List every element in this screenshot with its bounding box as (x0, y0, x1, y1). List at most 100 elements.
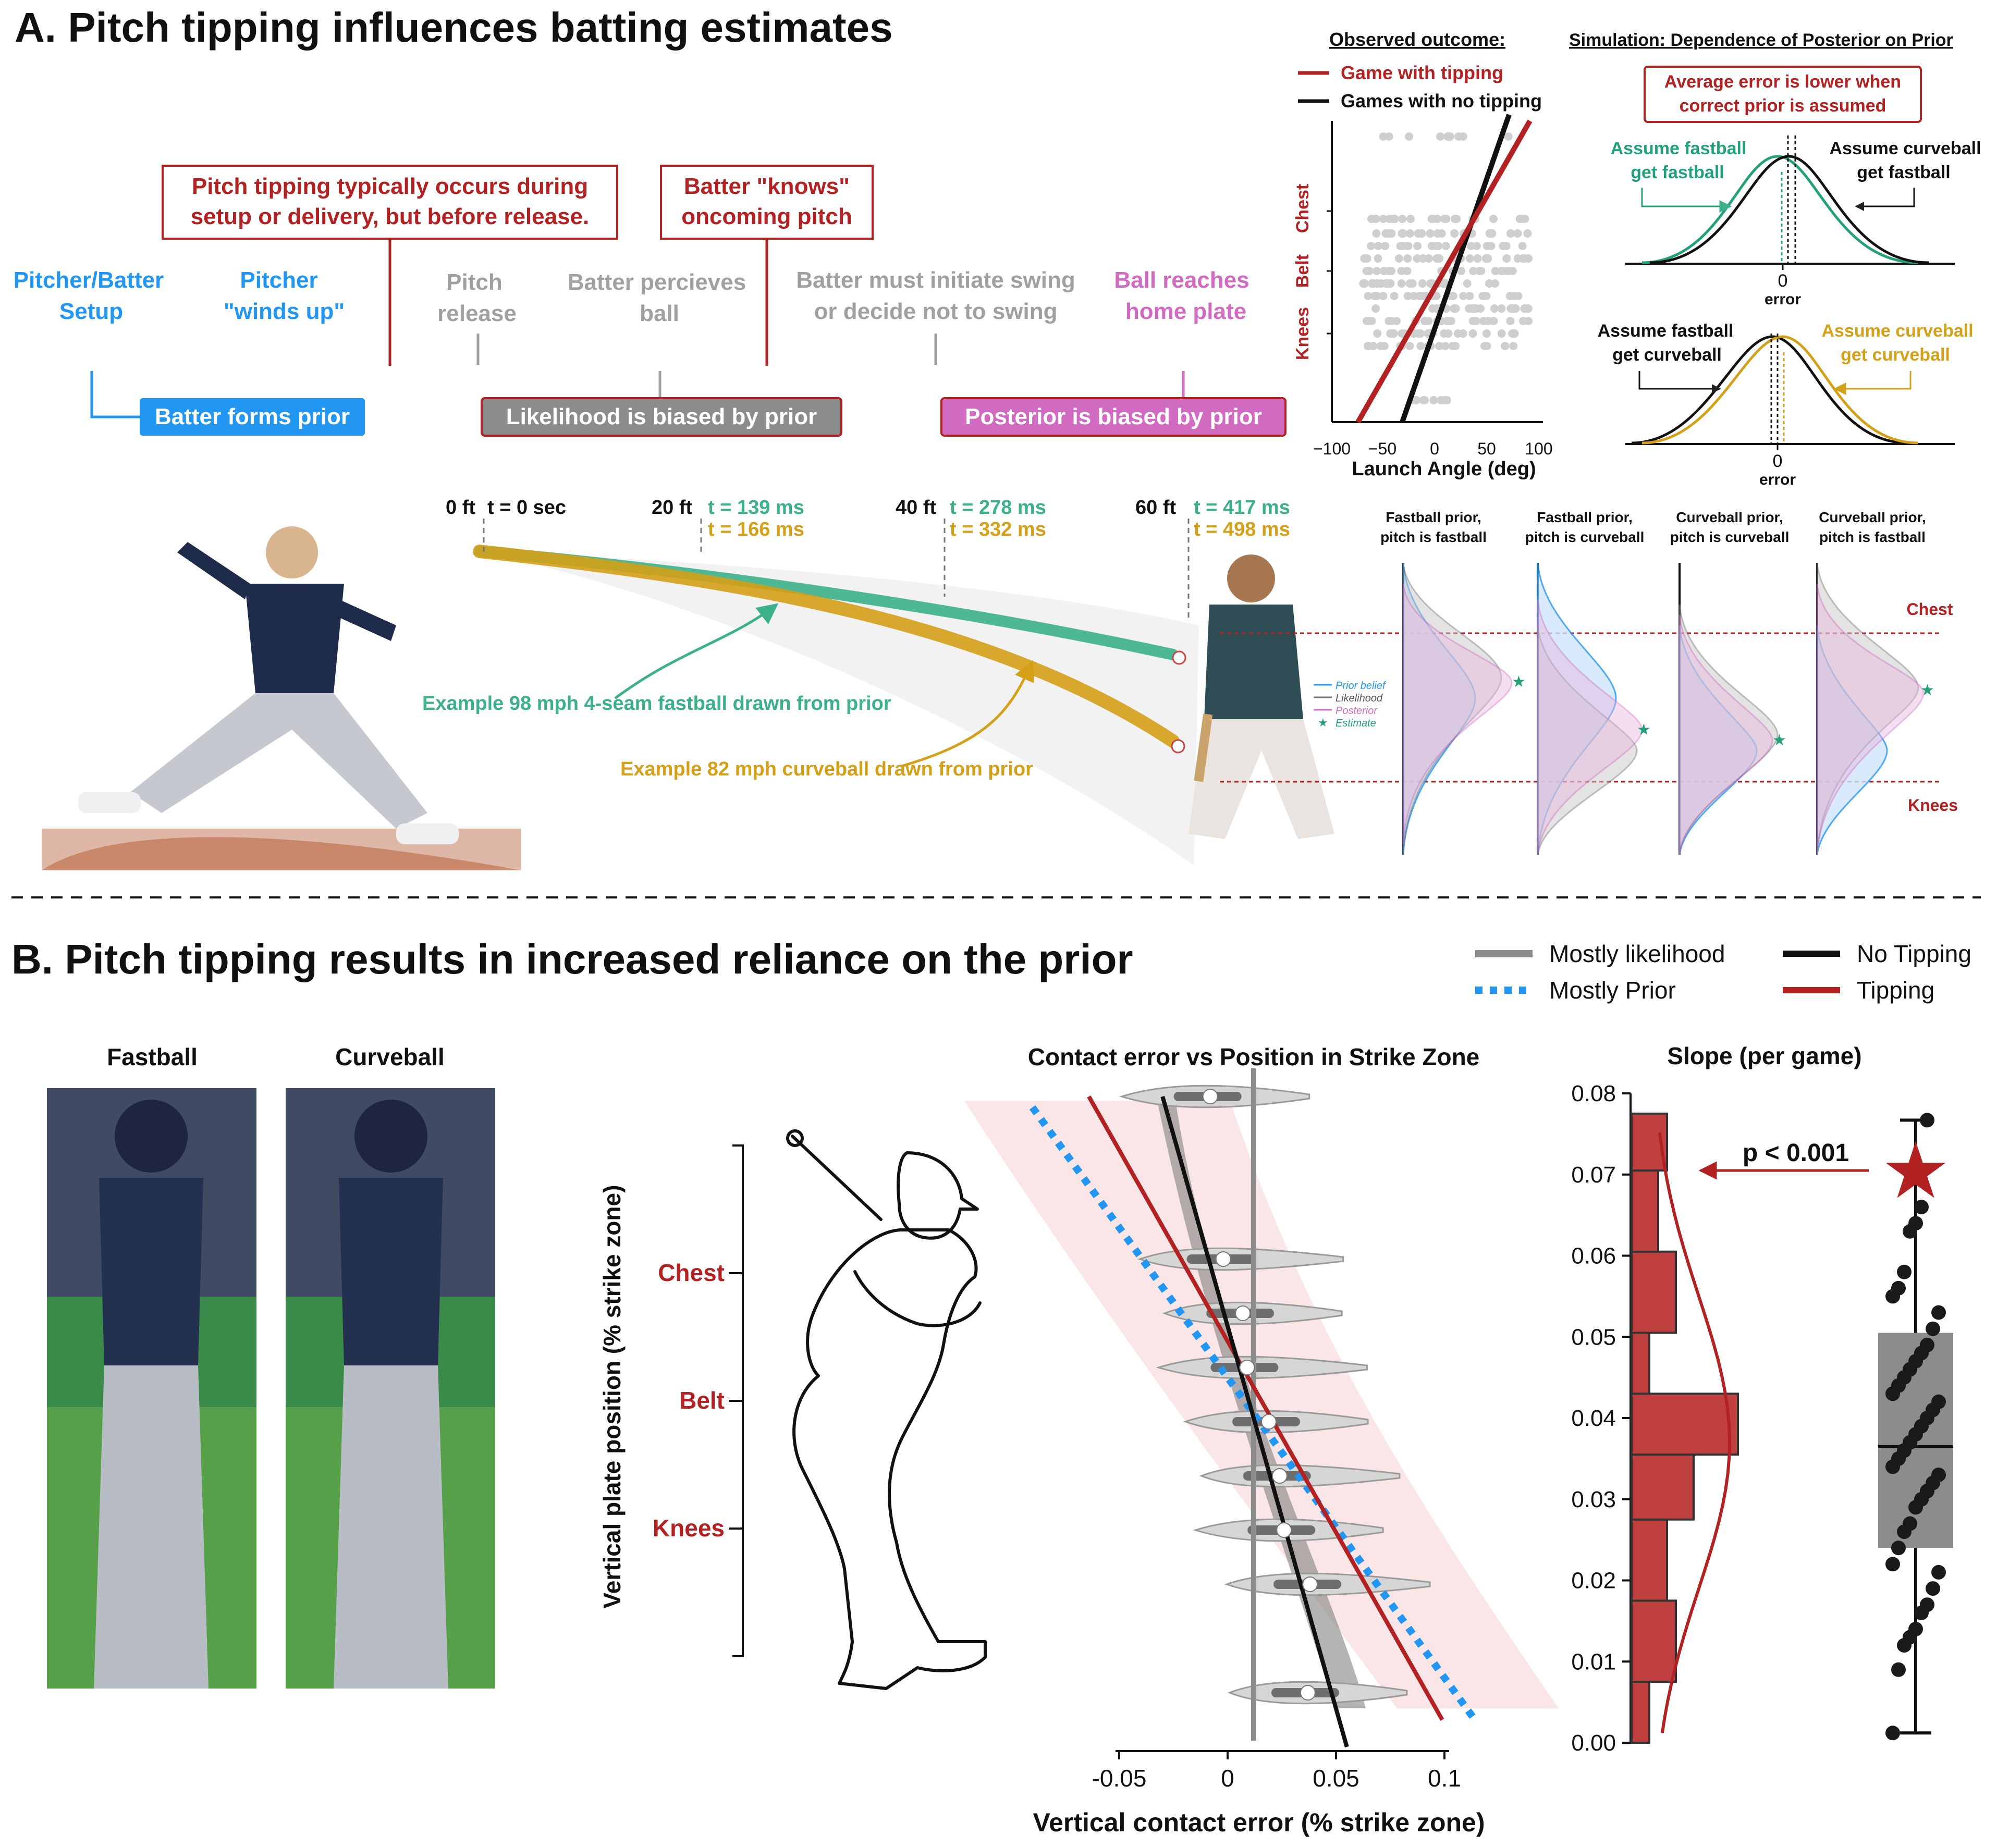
observed-dot (1463, 279, 1472, 288)
observed-xtick-5: 100 (1525, 439, 1552, 458)
slope-point (1885, 1726, 1900, 1741)
dist-legend-posterior: Posterior (1336, 705, 1378, 717)
observed-dot (1469, 267, 1478, 275)
observed-dot (1390, 292, 1399, 300)
observed-dot (1489, 215, 1498, 223)
slope-point (1926, 1581, 1940, 1596)
slope-y-tick-label: 0.08 (1571, 1081, 1616, 1106)
timeline-label-perceive-2: ball (640, 301, 679, 326)
observed-dot (1371, 304, 1380, 313)
observed-dot (1412, 396, 1420, 404)
slope-density-curve (1658, 1132, 1732, 1733)
distribution-panels: Chest Knees Fastball prior, pitch is fas… (1220, 509, 1958, 855)
sim-bottom-black-curve (1631, 335, 1908, 445)
slope-point (1931, 1394, 1946, 1409)
photo-curveball: Curveball (286, 1043, 495, 1689)
observed-dot (1518, 242, 1527, 250)
observed-dot (1392, 317, 1401, 325)
slope-point (1920, 1337, 1934, 1352)
stage-box-likelihood: Likelihood is biased by prior (481, 397, 842, 437)
observed-dot (1448, 342, 1457, 350)
observed-dot (1453, 329, 1462, 338)
observed-heading: Observed outcome: (1329, 29, 1505, 50)
slope-point (1891, 1541, 1906, 1556)
contact-x-ticks: -0.05 0 0.05 0.1 (1092, 1751, 1461, 1792)
contact-error-title: Contact error vs Position in Strike Zone (1028, 1043, 1480, 1070)
observed-dot (1509, 342, 1518, 350)
zone-label-knees: Knees (653, 1514, 725, 1542)
dist-legend-estimate: Estimate (1336, 718, 1376, 729)
slope-point (1885, 1557, 1900, 1572)
observed-dot (1420, 317, 1429, 325)
observed-dot (1479, 317, 1488, 325)
observed-dot (1441, 242, 1450, 250)
observed-dot (1364, 342, 1373, 350)
observed-outcome-plot: Observed outcome: Game with tipping Game… (1293, 29, 1553, 480)
observed-dot (1360, 279, 1369, 288)
observed-dot (1437, 229, 1446, 238)
observed-dot (1506, 317, 1515, 325)
observed-dot (1374, 254, 1382, 263)
observed-dot (1390, 215, 1399, 223)
observed-ytick-belt: Belt (1293, 254, 1313, 288)
observed-dot (1467, 242, 1475, 250)
observed-dot (1373, 267, 1381, 275)
p-value-annotation: p < 0.001 (1743, 1139, 1849, 1167)
timeline-label-release-1: Pitch (446, 269, 503, 295)
observed-dot (1403, 267, 1412, 275)
observed-dot (1468, 329, 1477, 338)
observed-dot (1429, 396, 1438, 404)
observed-dot (1513, 229, 1522, 238)
slope-point (1931, 1305, 1946, 1320)
observed-dot (1398, 215, 1407, 223)
marker-1-t-fast: t = 139 ms (708, 497, 804, 519)
observed-dot (1414, 329, 1423, 338)
slope-point (1908, 1621, 1923, 1636)
sim-top-xlabel: error (1765, 291, 1801, 308)
slope-points (1885, 1113, 1946, 1741)
slope-point (1926, 1321, 1940, 1336)
observed-dot (1362, 267, 1371, 275)
observed-dot (1418, 279, 1427, 288)
histogram-bar (1631, 1599, 1677, 1683)
observed-dot (1476, 304, 1485, 313)
slope-y-tick-label: 0.02 (1571, 1568, 1616, 1594)
curveball-caption: Example 82 mph curveball drawn from prio… (620, 758, 1033, 780)
knows-callout-line1: Batter "knows" (684, 174, 850, 199)
observed-dot (1377, 279, 1386, 288)
observed-dot (1490, 304, 1499, 313)
slope-title: Slope (per game) (1667, 1042, 1861, 1069)
dist-legend-likelihood: Likelihood (1336, 693, 1383, 704)
observed-dot (1459, 292, 1468, 300)
timeline-label-setup-1: Pitcher/Batter (14, 267, 164, 293)
slope-y-tick-label: 0.05 (1571, 1324, 1616, 1350)
slope-point (1931, 1564, 1946, 1580)
violin-median-point (1271, 1468, 1288, 1484)
observed-dot (1381, 242, 1390, 250)
marker-1-t-curve: t = 166 ms (708, 519, 804, 540)
violin-median-point (1235, 1305, 1251, 1321)
observed-dot (1419, 254, 1428, 263)
estimate-star-1: ★ (1512, 673, 1526, 691)
observed-dot (1442, 396, 1451, 404)
svg-text:★: ★ (1318, 716, 1328, 729)
observed-dot (1497, 329, 1506, 338)
no-tipping-fit-line (1160, 1095, 1349, 1748)
dist-column-2: Fastball prior, pitch is curveball ★ (1525, 509, 1651, 855)
observed-dot (1379, 292, 1388, 300)
zone-ylabel: Vertical plate position (% strike zone) (598, 1185, 626, 1609)
observed-dot (1379, 132, 1388, 141)
sim-bottom-right-line2: get curveball (1841, 345, 1950, 365)
fastball-caption: Example 98 mph 4-seam fastball drawn fro… (422, 693, 891, 714)
observed-dot (1381, 229, 1390, 238)
simulation-heading: Simulation: Dependence of Posterior on P… (1569, 30, 1953, 50)
observed-dot (1518, 215, 1527, 223)
dist-col-4-line2: pitch is fastball (1819, 529, 1926, 545)
knows-callout-line2: oncoming pitch (681, 204, 852, 229)
observed-xlabel: Launch Angle (deg) (1352, 458, 1536, 480)
dist-col-2-line2: pitch is curveball (1525, 529, 1645, 545)
curveball-trajectory (473, 545, 1180, 748)
observed-dot (1405, 342, 1414, 350)
observed-dot (1406, 215, 1415, 223)
